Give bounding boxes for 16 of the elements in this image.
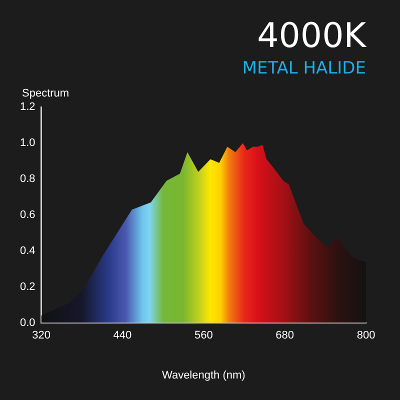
y-tick-label: 0.4 (20, 244, 36, 257)
x-tick-label: 320 (32, 329, 50, 342)
y-tick-label: 0.6 (20, 209, 36, 222)
x-tick-label: 560 (194, 329, 213, 342)
y-tick-label: 1.2 (20, 101, 36, 114)
y-tick-label: 1.0 (20, 137, 36, 150)
chart-subtitle: METAL HALIDE (242, 58, 366, 78)
y-axis-title: Spectrum (22, 88, 70, 100)
x-axis-title: Wavelength (nm) (162, 370, 246, 382)
x-tick-label: 680 (276, 329, 294, 342)
chart-title: 4000K (257, 16, 368, 56)
y-tick-label: 0.0 (20, 316, 36, 329)
x-tick-label: 800 (356, 329, 376, 342)
y-tick-label: 0.2 (20, 280, 36, 293)
x-tick-label: 440 (113, 329, 132, 342)
y-tick-label: 0.8 (20, 173, 36, 186)
